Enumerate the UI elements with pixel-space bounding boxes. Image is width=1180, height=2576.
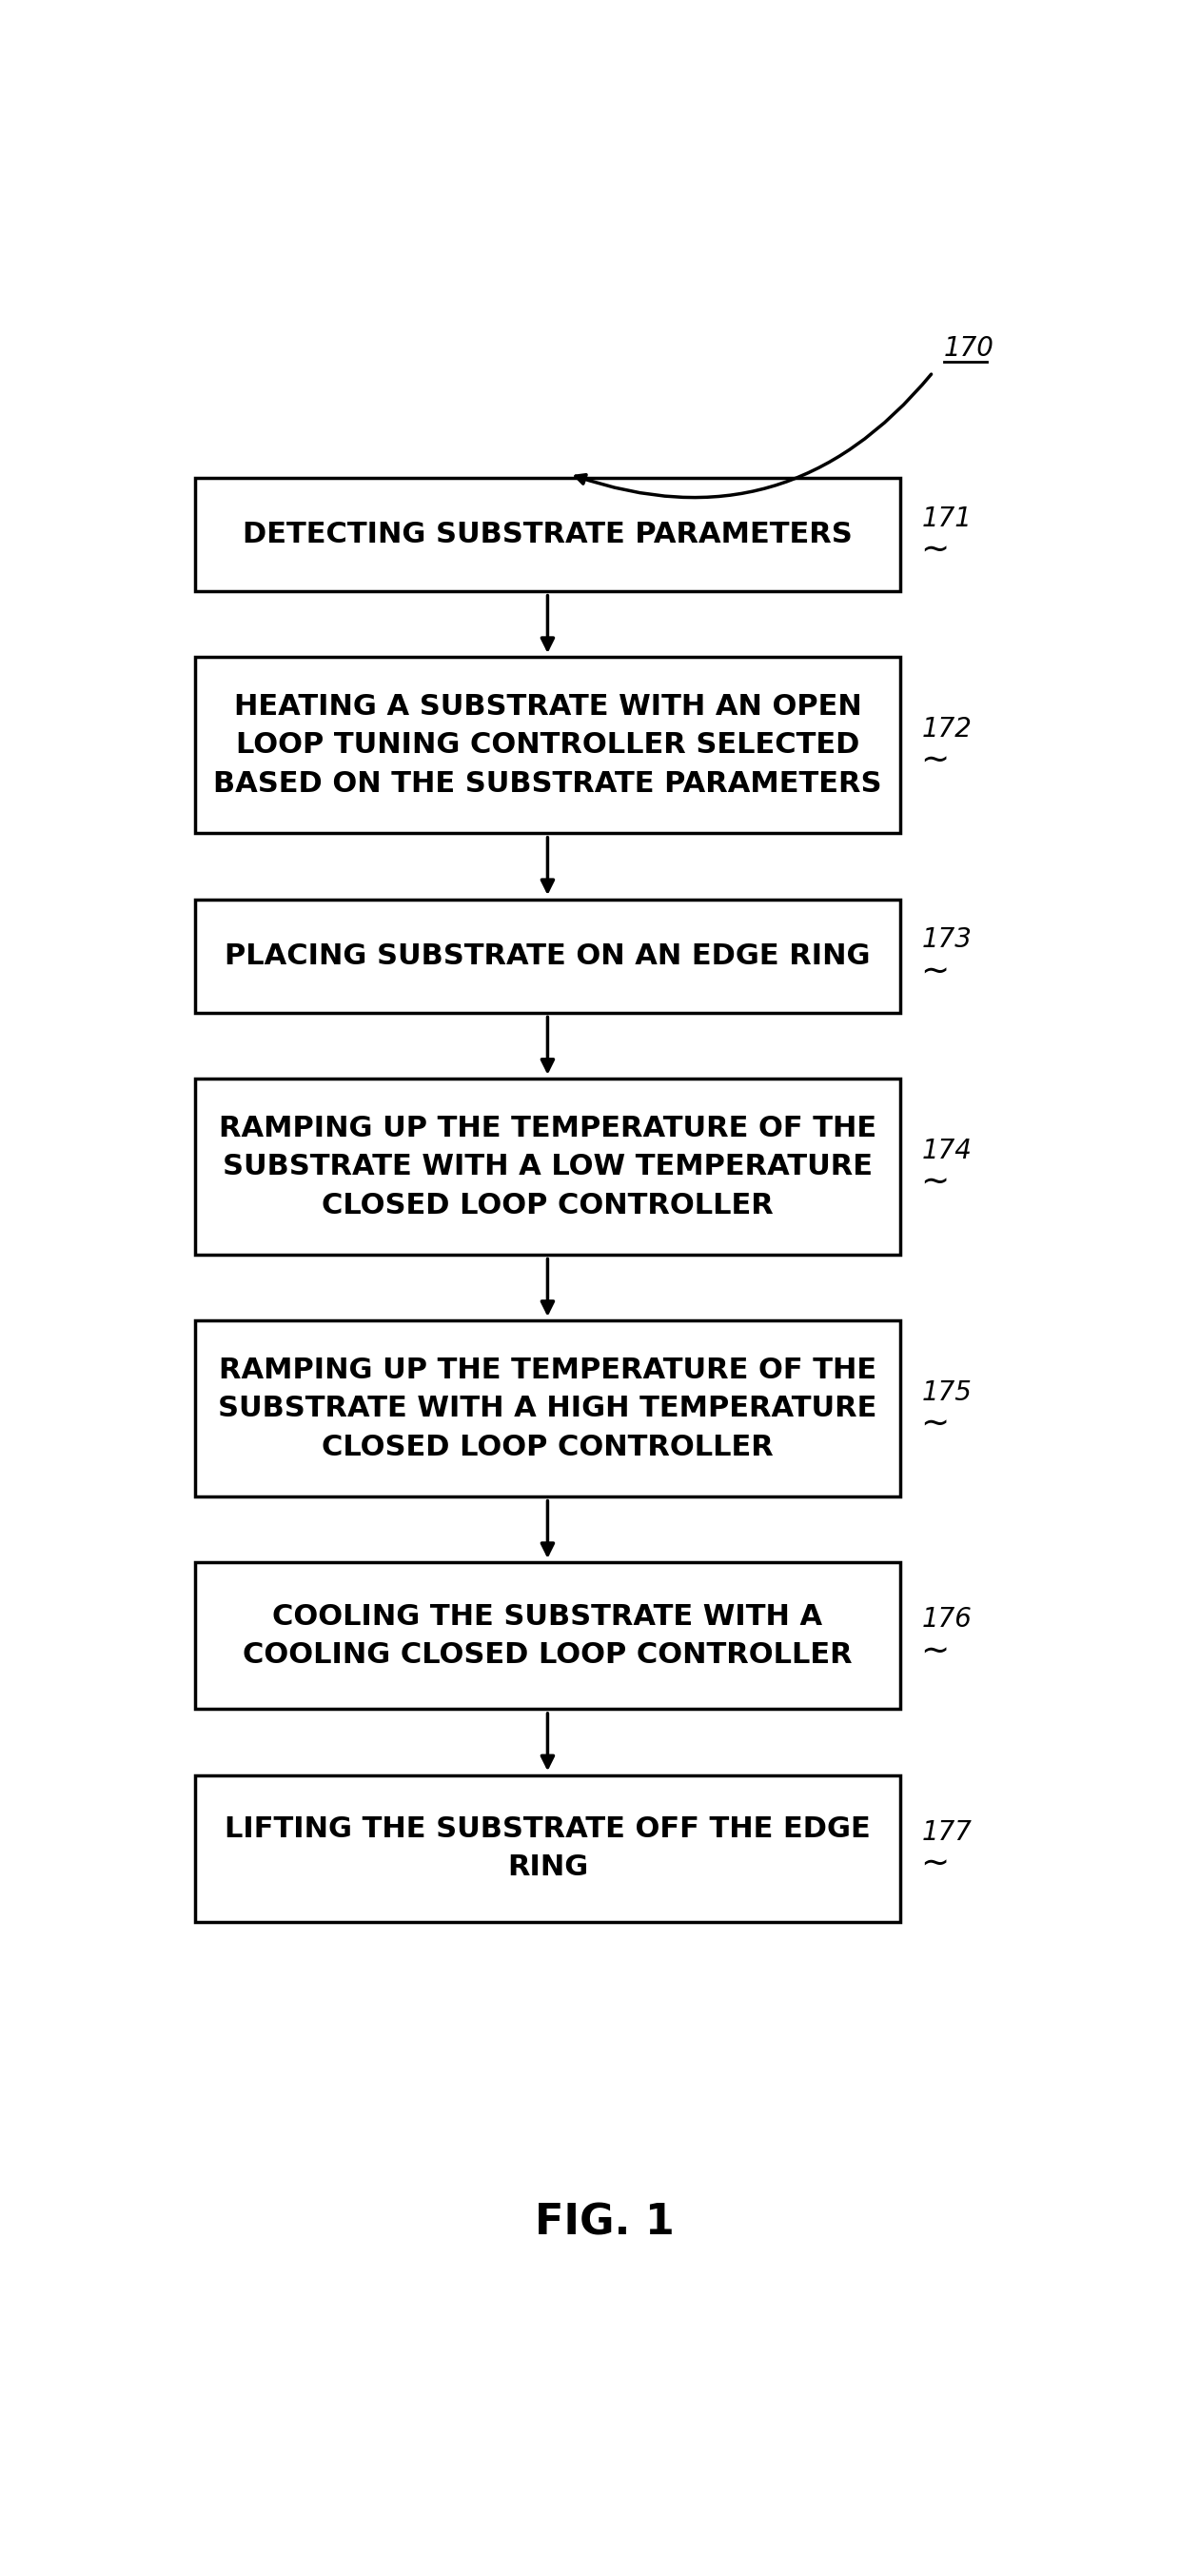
- Text: 172: 172: [922, 716, 972, 742]
- Text: LIFTING THE SUBSTRATE OFF THE EDGE
RING: LIFTING THE SUBSTRATE OFF THE EDGE RING: [224, 1816, 871, 1880]
- Bar: [196, 477, 899, 592]
- Text: ∼: ∼: [920, 1409, 949, 1440]
- Text: 174: 174: [922, 1136, 972, 1164]
- Text: RAMPING UP THE TEMPERATURE OF THE
SUBSTRATE WITH A HIGH TEMPERATURE
CLOSED LOOP : RAMPING UP THE TEMPERATURE OF THE SUBSTR…: [218, 1358, 877, 1461]
- Text: PLACING SUBSTRATE ON AN EDGE RING: PLACING SUBSTRATE ON AN EDGE RING: [224, 943, 871, 969]
- Text: ∼: ∼: [920, 744, 949, 778]
- Text: ∼: ∼: [920, 1167, 949, 1198]
- Text: ∼: ∼: [920, 1636, 949, 1669]
- Bar: [196, 899, 899, 1012]
- Text: RAMPING UP THE TEMPERATURE OF THE
SUBSTRATE WITH A LOW TEMPERATURE
CLOSED LOOP C: RAMPING UP THE TEMPERATURE OF THE SUBSTR…: [218, 1115, 877, 1218]
- Bar: [196, 1079, 899, 1255]
- Text: FIG. 1: FIG. 1: [535, 2202, 675, 2244]
- Text: 177: 177: [922, 1819, 972, 1844]
- Text: 170: 170: [944, 335, 995, 363]
- Bar: [196, 657, 899, 832]
- Text: COOLING THE SUBSTRATE WITH A
COOLING CLOSED LOOP CONTROLLER: COOLING THE SUBSTRATE WITH A COOLING CLO…: [243, 1602, 852, 1669]
- Text: HEATING A SUBSTRATE WITH AN OPEN
LOOP TUNING CONTROLLER SELECTED
BASED ON THE SU: HEATING A SUBSTRATE WITH AN OPEN LOOP TU…: [214, 693, 881, 799]
- FancyArrowPatch shape: [576, 374, 931, 497]
- Text: 176: 176: [922, 1607, 972, 1633]
- Bar: [196, 1775, 899, 1922]
- Text: 175: 175: [922, 1378, 972, 1406]
- Text: ∼: ∼: [920, 533, 949, 567]
- Text: DETECTING SUBSTRATE PARAMETERS: DETECTING SUBSTRATE PARAMETERS: [243, 520, 852, 549]
- Text: ∼: ∼: [920, 1850, 949, 1880]
- Text: 171: 171: [922, 505, 972, 531]
- Text: ∼: ∼: [920, 956, 949, 989]
- Bar: [196, 1564, 899, 1708]
- Bar: [196, 1321, 899, 1497]
- Text: 173: 173: [922, 927, 972, 953]
